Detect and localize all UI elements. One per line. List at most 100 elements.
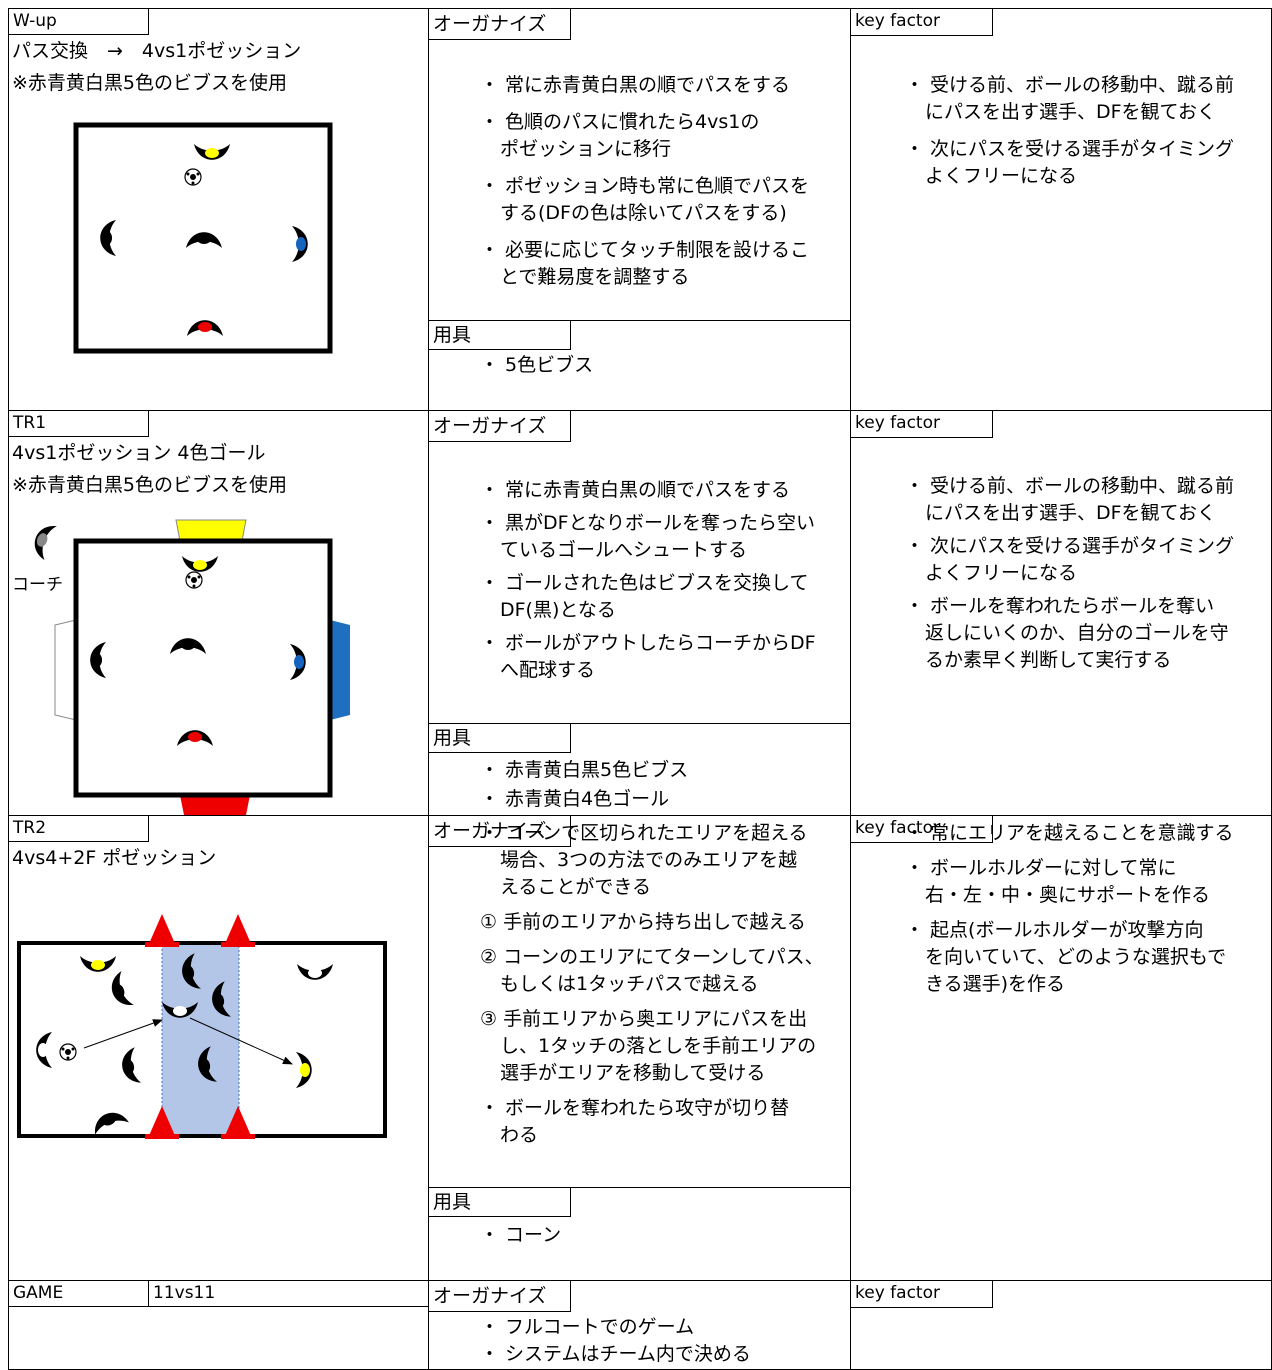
organize-tab: オーガナイズ: [428, 815, 571, 847]
key-item-line: ・ 起点(ボールホルダーが攻撃方向: [905, 919, 1204, 941]
organize-item-line: ・ コーンで区切られたエリアを超える: [480, 822, 808, 844]
organize-item-line: DF(黒)となる: [500, 599, 616, 621]
organize-item-line: 選手がエリアを移動して受ける: [500, 1062, 766, 1084]
organize-item-line: へ配球する: [500, 659, 596, 681]
organize-item-line: 場合、3つの方法でのみエリアを越: [500, 849, 798, 871]
tr1-diagram: コーチ: [12, 519, 350, 815]
equipment-item-line: ・ 5色ビブス: [480, 354, 594, 376]
key-item-line: 右・左・中・奥にサポートを作る: [925, 884, 1211, 906]
key-item-line: 返しにいくのか、自分のゴールを守: [925, 622, 1229, 644]
organize-item: ・ フルコートでのゲーム: [480, 1314, 694, 1341]
equipment-item-line: ・ コーン: [480, 1224, 562, 1246]
organize-item: ③ 手前エリアから奥エリアにパスを出 し、1タッチの落としを手前エリアの 選手がエリ…: [480, 1006, 816, 1087]
organize-item: ・ 常に赤青黄白黒の順でパスをする: [480, 477, 790, 504]
organize-item: ① 手前のエリアから持ち出しで越える: [480, 909, 806, 936]
key-item-line: ・ ボールを奪われたらボールを奪い: [905, 595, 1215, 617]
key-item-line: ・ 受ける前、ボールの移動中、蹴る前: [905, 74, 1235, 96]
organize-item: ② コーンのエリアにてターンしてパス、もしくは1タッチパスで越える: [480, 944, 824, 998]
key-item: ・ 受ける前、ボールの移動中、蹴る前 にパスを出す選手、DFを観ておく: [905, 72, 1234, 126]
organize-item-line: ・ ボールがアウトしたらコーチからDF: [480, 632, 816, 654]
organize-item-line: ② コーンのエリアにてターンしてパス、: [480, 946, 824, 968]
organize-item-line: ・ ポゼッション時も常に色順でパスを: [480, 175, 810, 197]
equipment-divider: [428, 320, 851, 321]
equipment-divider: [428, 1187, 851, 1188]
key-item-line: きる選手)を作る: [925, 973, 1066, 995]
equipment-item: ・ コーン: [480, 1222, 561, 1249]
section-title: ※赤青黄白黒5色のビブスを使用: [12, 72, 288, 94]
key-item: ・ 起点(ボールホルダーが攻撃方向を向いていて、どのような選択もで きる選手)を作…: [905, 917, 1226, 998]
organize-item-line: ・ 色順のパスに慣れたら4vs1の: [480, 111, 760, 133]
cell: [850, 8, 1272, 411]
organize-item: ・ 必要に応じてタッチ制限を設けることで難易度を調整する: [480, 237, 809, 291]
key-tab: key factor: [850, 1280, 993, 1308]
equipment-tab: 用具: [428, 723, 571, 753]
organize-item-line: する(DFの色は除いてパスをする): [500, 202, 787, 224]
organize-item-line: ・ 黒がDFとなりボールを奪ったら空い: [480, 512, 816, 534]
organize-tab: オーガナイズ: [428, 1280, 571, 1312]
key-item-line: を向いていて、どのような選択もで: [925, 946, 1227, 968]
organize-item-line: ・ システムはチーム内で決める: [480, 1343, 751, 1365]
organize-item: ・ ゴールされた色はビブスを交換して DF(黒)となる: [480, 570, 808, 624]
key-tab: key factor: [850, 410, 993, 438]
organize-item: ・ ボールを奪われたら攻守が切り替わる: [480, 1095, 789, 1149]
equipment-item: ・ 赤青黄白4色ゴール: [480, 786, 669, 813]
tr2-diagram: [17, 914, 387, 1139]
organize-item: ・ 常に赤青黄白黒の順でパスをする: [480, 72, 790, 99]
organize-item-line: ① 手前のエリアから持ち出しで越える: [480, 911, 806, 933]
equipment-item: ・ 赤青黄白黒5色ビブス: [480, 757, 688, 784]
key-item: ・ 受ける前、ボールの移動中、蹴る前 にパスを出す選手、DFを観ておく: [905, 473, 1234, 527]
organize-item-line: ているゴールへシュートする: [500, 539, 748, 561]
key-item-line: ・ 受ける前、ボールの移動中、蹴る前: [905, 475, 1235, 497]
organize-item-line: えることができる: [500, 876, 652, 898]
organize-item: ・ ポゼッション時も常に色順でパスを する(DFの色は除いてパスをする): [480, 173, 809, 227]
key-item: ・ 次にパスを受ける選手がタイミング よくフリーになる: [905, 136, 1234, 190]
equipment-tab: 用具: [428, 1187, 571, 1217]
key-item-line: にパスを出す選手、DFを観ておく: [925, 101, 1216, 123]
section-tab2: 11vs11: [148, 1280, 429, 1307]
section-tab: TR1: [8, 410, 149, 437]
key-item-line: るか素早く判断して実行する: [925, 649, 1172, 671]
key-item-line: ・ 次にパスを受ける選手がタイミング: [905, 535, 1235, 557]
key-item-line: ・ ボールホルダーに対して常に: [905, 857, 1177, 879]
organize-item: ・ ボールがアウトしたらコーチからDF へ配球する: [480, 630, 816, 684]
key-tab: key factor: [850, 8, 993, 36]
organize-item-line: ・ 必要に応じてタッチ制限を設けるこ: [480, 239, 810, 261]
section-title: ※赤青黄白黒5色のビブスを使用: [12, 474, 288, 496]
cell: [8, 815, 429, 1281]
organize-item-line: ③ 手前エリアから奥エリアにパスを出: [480, 1008, 808, 1030]
key-item: ・ ボールホルダーに対して常に右・左・中・奥にサポートを作る: [905, 855, 1210, 909]
organize-item: ・ コーンで区切られたエリアを超える場合、3つの方法でのみエリアを越 えることがで…: [480, 820, 808, 901]
diagrams: コーチ: [12, 122, 387, 1139]
section-tab: GAME: [8, 1280, 149, 1307]
organize-item-line: ・ ゴールされた色はビブスを交換して: [480, 572, 809, 594]
organize-tab: オーガナイズ: [428, 8, 571, 40]
organize-item: ・ 色順のパスに慣れたら4vs1のポゼッションに移行: [480, 109, 759, 163]
section-title: 4vs1ポゼッション 4色ゴール: [12, 442, 266, 464]
section-tab: W-up: [8, 8, 149, 35]
organize-item-line: ・ フルコートでのゲーム: [480, 1316, 695, 1338]
equipment-tab: 用具: [428, 320, 571, 350]
wup-diagram: [73, 122, 333, 354]
cell: [8, 8, 429, 411]
coach-label: コーチ: [12, 575, 63, 595]
equipment-item: ・ 5色ビブス: [480, 352, 593, 379]
cell: [8, 410, 429, 816]
key-item-line: ・ 常にエリアを越えることを意識する: [905, 822, 1234, 844]
organize-item-line: もしくは1タッチパスで越える: [500, 973, 759, 995]
organize-item-line: ・ 常に赤青黄白黒の順でパスをする: [480, 479, 791, 501]
key-tab: key factor: [850, 815, 993, 843]
section-title: 4vs4+2F ポゼッション: [12, 847, 217, 869]
organize-item-line: とで難易度を調整する: [500, 266, 690, 288]
key-item: ・ 常にエリアを越えることを意識する: [905, 820, 1233, 847]
key-item: ・ ボールを奪われたらボールを奪い返しにいくのか、自分のゴールを守 るか素早く判断…: [905, 593, 1229, 674]
organize-item: ・ システムはチーム内で決める: [480, 1341, 751, 1368]
equipment-item-line: ・ 赤青黄白黒5色ビブス: [480, 759, 689, 781]
organize-item-line: わる: [500, 1124, 539, 1146]
equipment-item-line: ・ 赤青黄白4色ゴール: [480, 788, 670, 810]
organize-item-line: ・ 常に赤青黄白黒の順でパスをする: [480, 74, 791, 96]
key-item: ・ 次にパスを受ける選手がタイミングよくフリーになる: [905, 533, 1234, 587]
organize-tab: オーガナイズ: [428, 410, 571, 442]
key-item-line: よくフリーになる: [925, 562, 1078, 584]
organize-item-line: ポゼッションに移行: [500, 138, 672, 160]
organize-item-line: ・ ボールを奪われたら攻守が切り替: [480, 1097, 790, 1119]
